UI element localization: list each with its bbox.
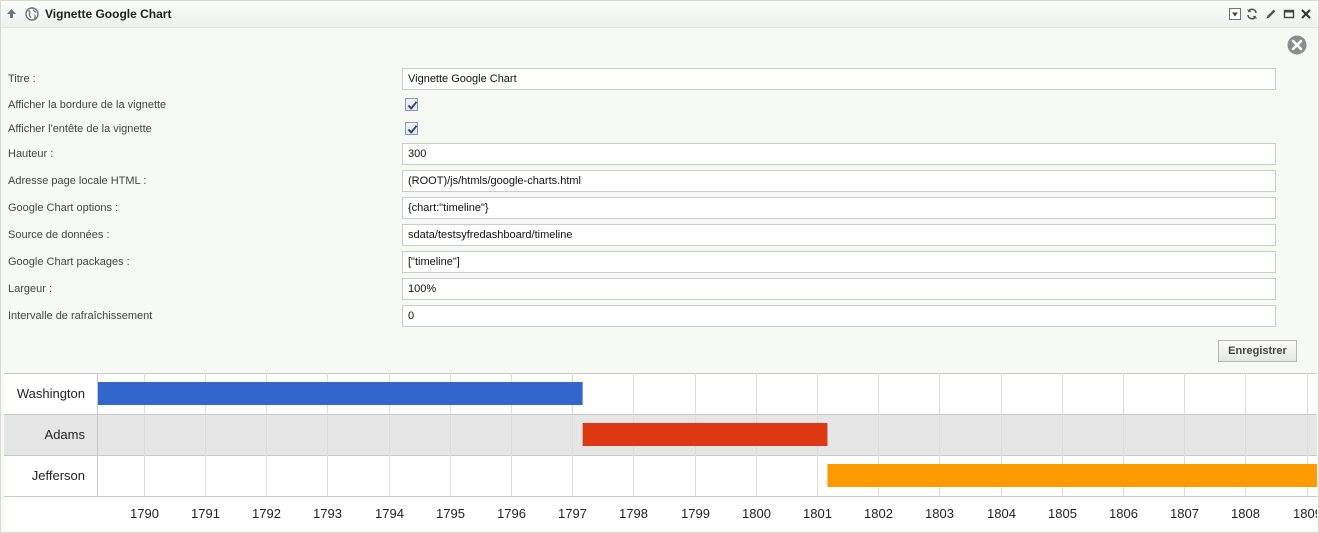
tick-label: 1808	[1231, 506, 1260, 521]
tick-label: 1799	[681, 506, 710, 521]
row-label: Washington	[17, 386, 85, 401]
titre-label: Titre :	[8, 73, 36, 85]
timeline-svg: 1790 1791 1792 1793 1794 1795 1796 1797 1798 1799…	[4, 373, 1317, 521]
largeur-label: Largeur :	[8, 283, 53, 295]
tick-label: 1798	[619, 506, 648, 521]
row-label: Jefferson	[32, 468, 85, 483]
tick-label: 1792	[252, 506, 281, 521]
form-row-afficher-bordure: Afficher la bordure de la vignette	[1, 94, 1319, 116]
tick-label: 1790	[130, 506, 159, 521]
checkmark-icon	[407, 101, 418, 110]
portlet-title: Vignette Google Chart	[45, 7, 172, 21]
form-row-titre: Titre :	[1, 68, 1319, 90]
tick-label: 1793	[313, 506, 342, 521]
pencil-icon[interactable]	[1265, 8, 1277, 20]
afficher-bordure-label: Afficher la bordure de la vignette	[8, 99, 167, 111]
refresh-icon[interactable]	[1246, 8, 1258, 20]
checkmark-icon	[407, 125, 418, 134]
globe-icon	[25, 7, 39, 21]
form-row-chart-options: Google Chart options :	[1, 197, 1319, 219]
form-row-chart-packages: Google Chart packages :	[1, 251, 1319, 273]
chart-options-input[interactable]	[402, 197, 1276, 219]
row-label: Adams	[45, 427, 86, 442]
tick-label: 1794	[375, 506, 404, 521]
tick-label: 1802	[864, 506, 893, 521]
source-donnees-label: Source de données :	[8, 229, 110, 241]
tick-label: 1795	[436, 506, 465, 521]
close-circle-icon[interactable]	[1287, 35, 1307, 55]
chart-packages-input[interactable]	[402, 251, 1276, 273]
tick-label: 1809	[1293, 506, 1317, 521]
timeline-chart: 1790 1791 1792 1793 1794 1795 1796 1797 1798 1799…	[4, 373, 1317, 531]
portlet-header: Vignette Google Chart	[1, 1, 1318, 28]
intervalle-input[interactable]	[402, 305, 1276, 327]
tick-label: 1803	[925, 506, 954, 521]
intervalle-label: Intervalle de rafraîchissement	[8, 310, 153, 322]
tick-label: 1805	[1048, 506, 1077, 521]
afficher-bordure-checkbox[interactable]	[405, 98, 418, 111]
tick-label: 1797	[558, 506, 587, 521]
chart-packages-label: Google Chart packages :	[8, 256, 130, 268]
maximize-icon[interactable]	[1283, 8, 1295, 20]
adresse-page-label: Adresse page locale HTML :	[8, 175, 147, 187]
arrow-up-icon[interactable]	[6, 8, 17, 19]
largeur-input[interactable]	[402, 278, 1276, 300]
save-button[interactable]: Enregistrer	[1218, 340, 1297, 362]
form-row-intervalle: Intervalle de rafraîchissement	[1, 305, 1319, 327]
hauteur-input[interactable]	[402, 143, 1276, 165]
tick-label: 1804	[987, 506, 1016, 521]
timeline-bar[interactable]	[98, 382, 583, 405]
tick-label: 1791	[191, 506, 220, 521]
titre-input[interactable]	[402, 68, 1276, 90]
afficher-entete-label: Afficher l'entête de la vignette	[8, 123, 152, 135]
hauteur-label: Hauteur :	[8, 148, 54, 160]
afficher-entete-checkbox[interactable]	[405, 122, 418, 135]
tick-label: 1801	[803, 506, 832, 521]
form-row-largeur: Largeur :	[1, 278, 1319, 300]
form-row-hauteur: Hauteur :	[1, 143, 1319, 165]
timeline-bar[interactable]	[582, 423, 828, 446]
chart-options-label: Google Chart options :	[8, 202, 119, 214]
tick-label: 1807	[1170, 506, 1199, 521]
tick-label: 1796	[497, 506, 526, 521]
form-row-afficher-entete: Afficher l'entête de la vignette	[1, 118, 1319, 140]
form-row-source-donnees: Source de données :	[1, 224, 1319, 246]
form-row-adresse-page: Adresse page locale HTML :	[1, 170, 1319, 192]
adresse-page-input[interactable]	[402, 170, 1276, 192]
tick-label: 1800	[742, 506, 771, 521]
timeline-bar[interactable]	[827, 464, 1317, 487]
dropdown-menu-icon[interactable]	[1229, 8, 1241, 20]
source-donnees-input[interactable]	[402, 224, 1276, 246]
tick-label: 1806	[1109, 506, 1138, 521]
close-icon[interactable]	[1300, 8, 1312, 20]
